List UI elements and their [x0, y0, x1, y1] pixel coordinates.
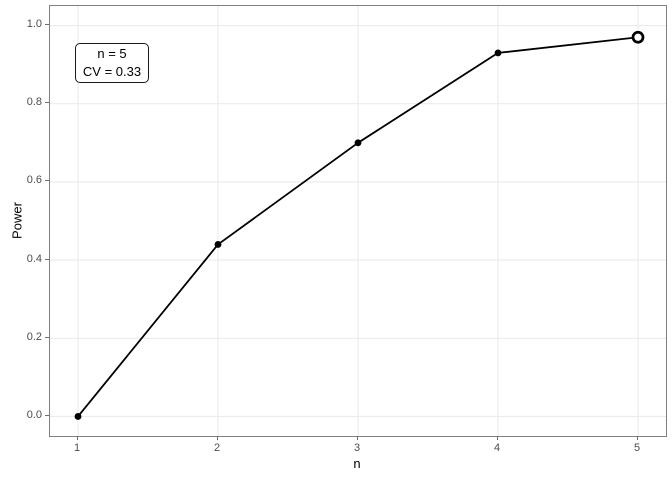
x-axis-tick	[496, 436, 498, 440]
y-axis-tick	[45, 102, 49, 104]
y-axis-tick	[45, 180, 49, 182]
y-axis-tick-label: 0.4	[26, 252, 42, 265]
y-axis-tick	[45, 336, 49, 338]
x-axis-tick-label: 2	[213, 442, 221, 454]
data-point	[214, 241, 222, 248]
plot-panel: n = 5 CV = 0.33	[49, 5, 667, 437]
y-axis-tick	[45, 24, 49, 26]
x-axis-tick-label: 4	[493, 442, 501, 454]
y-axis-tick-label: 0.0	[26, 408, 42, 421]
data-point-highlight	[631, 30, 645, 44]
x-axis-tick-label: 1	[73, 442, 81, 454]
annotation-line-cv: CV = 0.33	[82, 64, 142, 79]
annotation-line-n: n = 5	[97, 46, 127, 61]
data-point	[354, 139, 362, 147]
plot-canvas	[50, 6, 666, 436]
data-point	[494, 49, 502, 57]
x-axis-title: n	[353, 456, 361, 471]
annotation-box: n = 5 CV = 0.33	[75, 43, 149, 83]
data-point	[74, 413, 82, 420]
y-axis-tick-label: 0.6	[26, 174, 42, 187]
x-axis-tick	[76, 436, 78, 440]
x-axis-tick	[356, 436, 358, 440]
x-axis-tick-label: 5	[633, 442, 641, 454]
x-axis-tick-label: 3	[353, 442, 361, 454]
y-axis-tick-label: 0.2	[26, 330, 42, 343]
x-axis-tick	[216, 436, 218, 440]
x-axis-tick	[636, 436, 638, 440]
y-axis-tick-label: 1.0	[26, 18, 42, 31]
y-axis-tick-label: 0.8	[26, 96, 42, 109]
y-axis-tick	[45, 414, 49, 416]
y-axis-tick	[45, 258, 49, 260]
y-axis-title: Power	[9, 202, 25, 239]
